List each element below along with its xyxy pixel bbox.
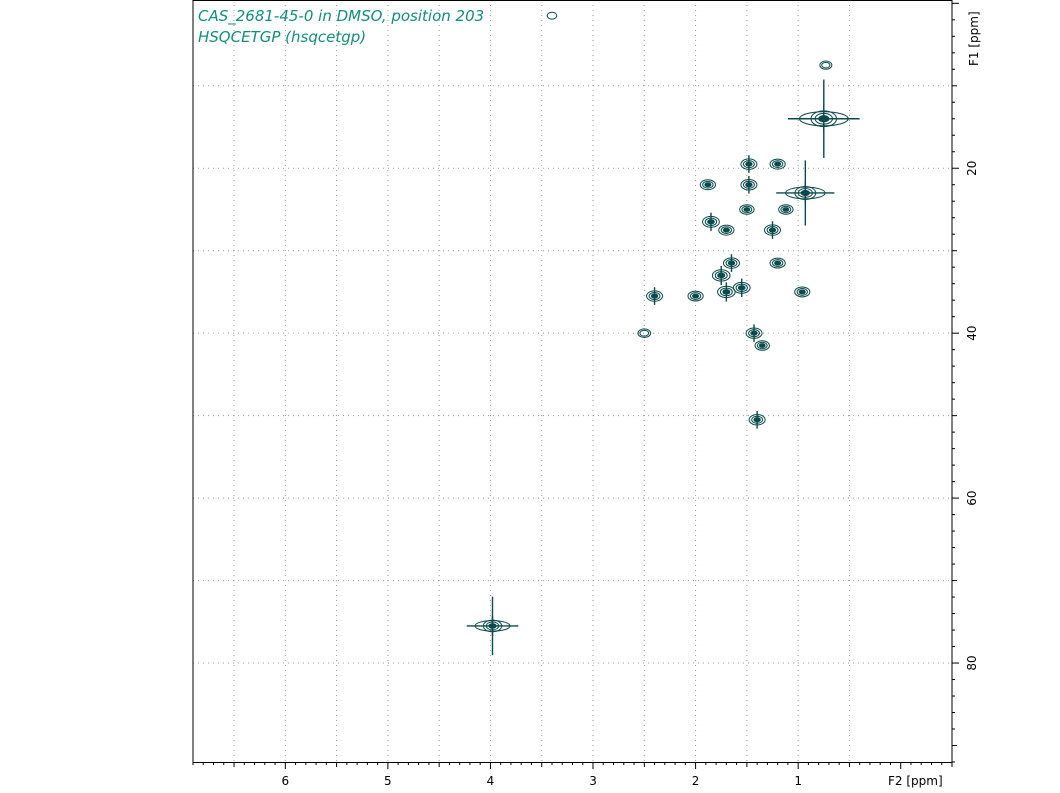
peak-contour — [739, 204, 755, 215]
peak-contour — [778, 204, 794, 215]
peak-contour — [732, 278, 751, 298]
x-tick-label: 3 — [589, 774, 597, 788]
spectrum-subtitle: HSQCETGP (hsqcetgp) — [198, 28, 366, 46]
peak-contour — [748, 410, 766, 429]
peak-contour — [646, 287, 664, 305]
peak-contour — [711, 265, 731, 286]
peak-contour — [717, 282, 736, 302]
peak-contour — [740, 155, 758, 173]
peak-contour — [687, 290, 704, 302]
y-tick-label: 40 — [965, 326, 979, 341]
spectrum-title: CAS_2681-45-0 in DMSO, position 203 — [198, 7, 484, 26]
x-tick-label: 2 — [692, 774, 700, 788]
x-tick-label: 1 — [794, 774, 802, 788]
peak-contour — [702, 212, 720, 232]
x-tick-label: 5 — [384, 774, 392, 788]
peak-contour — [794, 286, 811, 298]
peak-contour — [787, 79, 860, 158]
y-tick-label: 20 — [965, 161, 979, 176]
peak-contour — [699, 179, 716, 191]
peak-contour — [466, 596, 519, 656]
peak-contour — [754, 340, 770, 351]
peak-contour — [819, 60, 833, 70]
y-tick-label: 80 — [965, 655, 979, 670]
peak-contour — [776, 160, 835, 226]
peak-contour — [769, 257, 786, 269]
peak-contour — [718, 224, 735, 236]
peak-contour — [740, 175, 758, 194]
x-tick-label: 4 — [487, 774, 495, 788]
peak-contour — [769, 158, 786, 170]
y-tick-label: 60 — [965, 490, 979, 505]
peak-contour — [764, 221, 782, 239]
x-tick-label: 6 — [281, 774, 289, 788]
x-axis-label: F2 [ppm] — [888, 774, 943, 788]
y-axis: 20 40 60 80 — [952, 2, 979, 763]
peak-contour — [745, 324, 763, 343]
y-axis-label: F1 [ppm] — [967, 11, 981, 66]
peak-contour — [637, 328, 652, 338]
plot-frame — [192, 0, 953, 763]
peak-contour — [546, 11, 558, 20]
grid-lines — [193, 0, 952, 762]
x-axis: 6 5 4 3 2 1 — [192, 762, 953, 788]
peak-contours — [466, 11, 860, 656]
peak-contour — [722, 254, 740, 272]
